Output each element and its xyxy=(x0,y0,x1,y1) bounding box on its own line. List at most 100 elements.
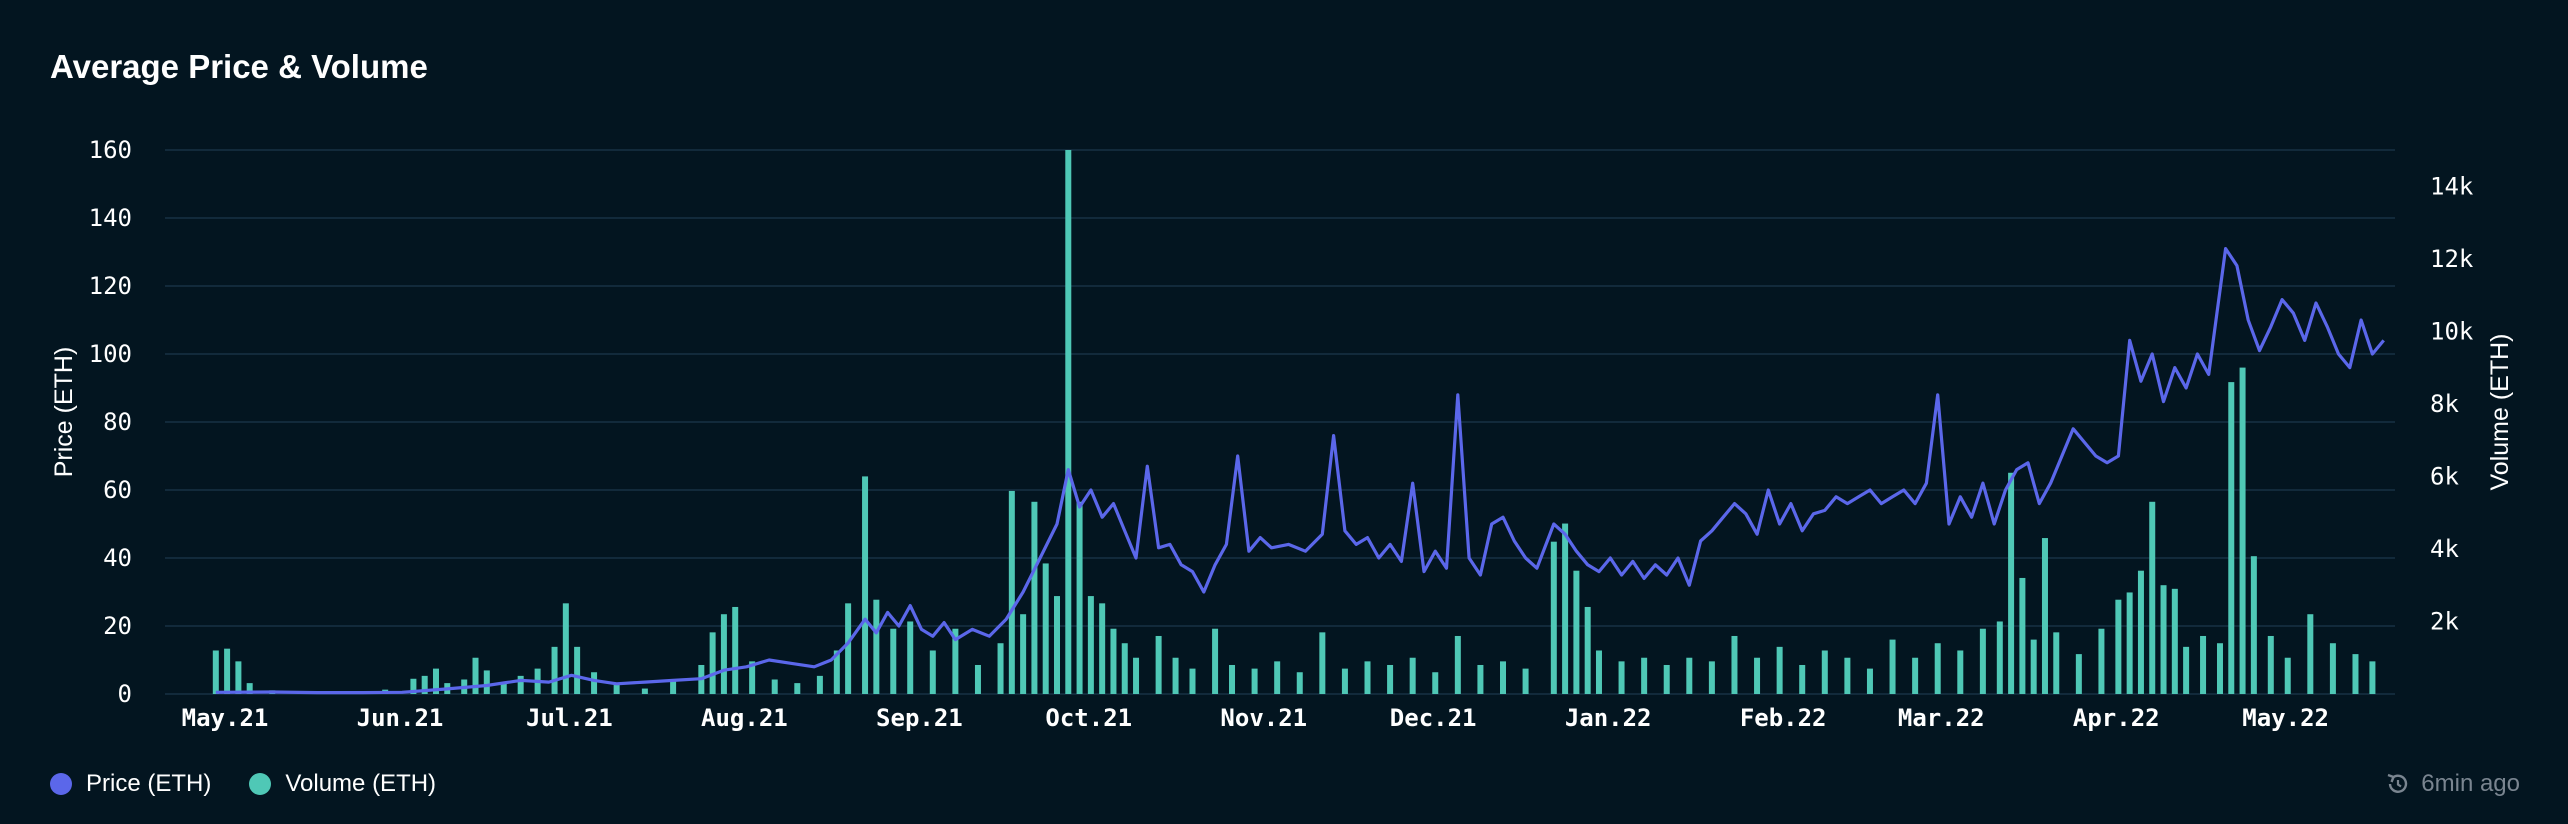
price-series-line[interactable] xyxy=(215,247,2385,695)
volume-bar[interactable] xyxy=(845,603,852,694)
volume-bar[interactable] xyxy=(1686,657,1693,694)
volume-bar[interactable] xyxy=(929,650,936,694)
volume-bar[interactable] xyxy=(1454,635,1461,694)
volume-bar[interactable] xyxy=(224,648,231,694)
volume-bar[interactable] xyxy=(907,621,914,694)
volume-bar[interactable] xyxy=(246,683,253,694)
volume-bar[interactable] xyxy=(2075,654,2082,694)
volume-bar[interactable] xyxy=(1573,570,1580,694)
volume-bar[interactable] xyxy=(1042,563,1049,694)
volume-bar[interactable] xyxy=(1934,643,1941,694)
volume-bar[interactable] xyxy=(1708,661,1715,694)
volume-bar[interactable] xyxy=(1912,657,1919,694)
volume-bar[interactable] xyxy=(472,657,479,694)
volume-bar[interactable] xyxy=(1008,490,1015,694)
volume-bar[interactable] xyxy=(1387,664,1394,694)
volume-bar[interactable] xyxy=(1477,664,1484,694)
refresh-clock-icon[interactable] xyxy=(2385,771,2411,797)
volume-bar[interactable] xyxy=(709,632,716,694)
volume-bar[interactable] xyxy=(2284,657,2291,694)
volume-bar[interactable] xyxy=(1341,668,1348,694)
volume-bar[interactable] xyxy=(720,614,727,694)
volume-bar[interactable] xyxy=(1274,661,1281,694)
volume-bar[interactable] xyxy=(2267,635,2274,694)
volume-bar[interactable] xyxy=(2171,588,2178,694)
volume-bar[interactable] xyxy=(1229,664,1236,694)
volume-bar[interactable] xyxy=(862,476,869,694)
volume-bar[interactable] xyxy=(952,628,959,694)
volume-bar[interactable] xyxy=(1155,635,1162,694)
volume-bar[interactable] xyxy=(1550,541,1557,694)
volume-bar[interactable] xyxy=(1054,596,1060,694)
volume-bar[interactable] xyxy=(1364,661,1371,694)
volume-bar[interactable] xyxy=(562,603,569,694)
volume-bar[interactable] xyxy=(1500,661,1506,694)
volume-bar[interactable] xyxy=(2250,556,2257,694)
volume-bar[interactable] xyxy=(1172,657,1179,694)
volume-bar[interactable] xyxy=(2216,643,2223,694)
volume-bar[interactable] xyxy=(1957,650,1964,694)
volume-bar[interactable] xyxy=(2115,599,2122,694)
volume-bar[interactable] xyxy=(1522,668,1529,694)
volume-bar[interactable] xyxy=(551,646,558,694)
volume-bar[interactable] xyxy=(1821,650,1828,694)
volume-bar[interactable] xyxy=(2019,577,2026,694)
volume-bar[interactable] xyxy=(732,606,739,694)
volume-bar[interactable] xyxy=(1731,635,1738,694)
volume-bar[interactable] xyxy=(749,661,756,694)
volume-bar[interactable] xyxy=(421,675,428,694)
volume-bar[interactable] xyxy=(1641,657,1648,694)
volume-bar[interactable] xyxy=(2053,632,2060,694)
volume-bar[interactable] xyxy=(483,670,490,694)
volume-bar[interactable] xyxy=(1099,603,1106,694)
volume-bar[interactable] xyxy=(833,650,840,694)
volume-bar[interactable] xyxy=(873,599,880,694)
volume-bar[interactable] xyxy=(500,683,507,694)
volume-bar[interactable] xyxy=(1432,672,1439,694)
volume-bar[interactable] xyxy=(2160,585,2167,694)
volume-bar[interactable] xyxy=(1866,668,1873,694)
volume-bar[interactable] xyxy=(1076,501,1083,694)
volume-bar[interactable] xyxy=(2030,639,2037,694)
volume-bar[interactable] xyxy=(2041,538,2048,694)
legend-item-volume[interactable]: Volume (ETH) xyxy=(249,770,436,798)
volume-bar[interactable] xyxy=(2352,654,2359,694)
volume-bar[interactable] xyxy=(1776,646,1783,694)
volume-bar[interactable] xyxy=(2098,628,2105,694)
volume-bar[interactable] xyxy=(1595,650,1602,694)
volume-bar[interactable] xyxy=(1754,657,1761,694)
volume-bar[interactable] xyxy=(794,683,801,694)
legend-item-price[interactable]: Price (ETH) xyxy=(50,770,211,798)
volume-bar[interactable] xyxy=(1584,606,1591,694)
volume-bar[interactable] xyxy=(2239,367,2246,694)
volume-bar[interactable] xyxy=(1212,628,1219,694)
volume-bar[interactable] xyxy=(816,675,823,694)
volume-bar[interactable] xyxy=(2183,646,2190,694)
volume-bar[interactable] xyxy=(1296,672,1303,694)
volume-bar[interactable] xyxy=(1618,661,1625,694)
volume-bar[interactable] xyxy=(670,679,677,694)
volume-bar[interactable] xyxy=(1133,657,1140,694)
volume-bar[interactable] xyxy=(574,646,581,694)
volume-bar[interactable] xyxy=(2329,643,2336,694)
volume-bar[interactable] xyxy=(1020,614,1027,694)
volume-bar[interactable] xyxy=(2126,592,2133,694)
volume-bar[interactable] xyxy=(410,678,417,694)
volume-bar[interactable] xyxy=(1189,668,1196,694)
volume-bar[interactable] xyxy=(1319,632,1326,694)
volume-bar[interactable] xyxy=(771,679,778,694)
volume-bar[interactable] xyxy=(432,668,439,694)
volume-bar[interactable] xyxy=(1065,150,1072,694)
volume-bar[interactable] xyxy=(1979,628,1986,694)
volume-bar[interactable] xyxy=(1889,639,1896,694)
volume-bar[interactable] xyxy=(2228,382,2235,694)
volume-bar[interactable] xyxy=(2200,635,2207,694)
volume-bar[interactable] xyxy=(641,688,648,694)
volume-bar[interactable] xyxy=(2307,614,2314,694)
volume-bar[interactable] xyxy=(1663,664,1670,694)
volume-bar[interactable] xyxy=(1251,668,1258,694)
volume-bar[interactable] xyxy=(2369,661,2376,694)
volume-bar[interactable] xyxy=(1110,628,1117,694)
volume-bar[interactable] xyxy=(1409,657,1416,694)
volume-bar[interactable] xyxy=(517,675,524,694)
